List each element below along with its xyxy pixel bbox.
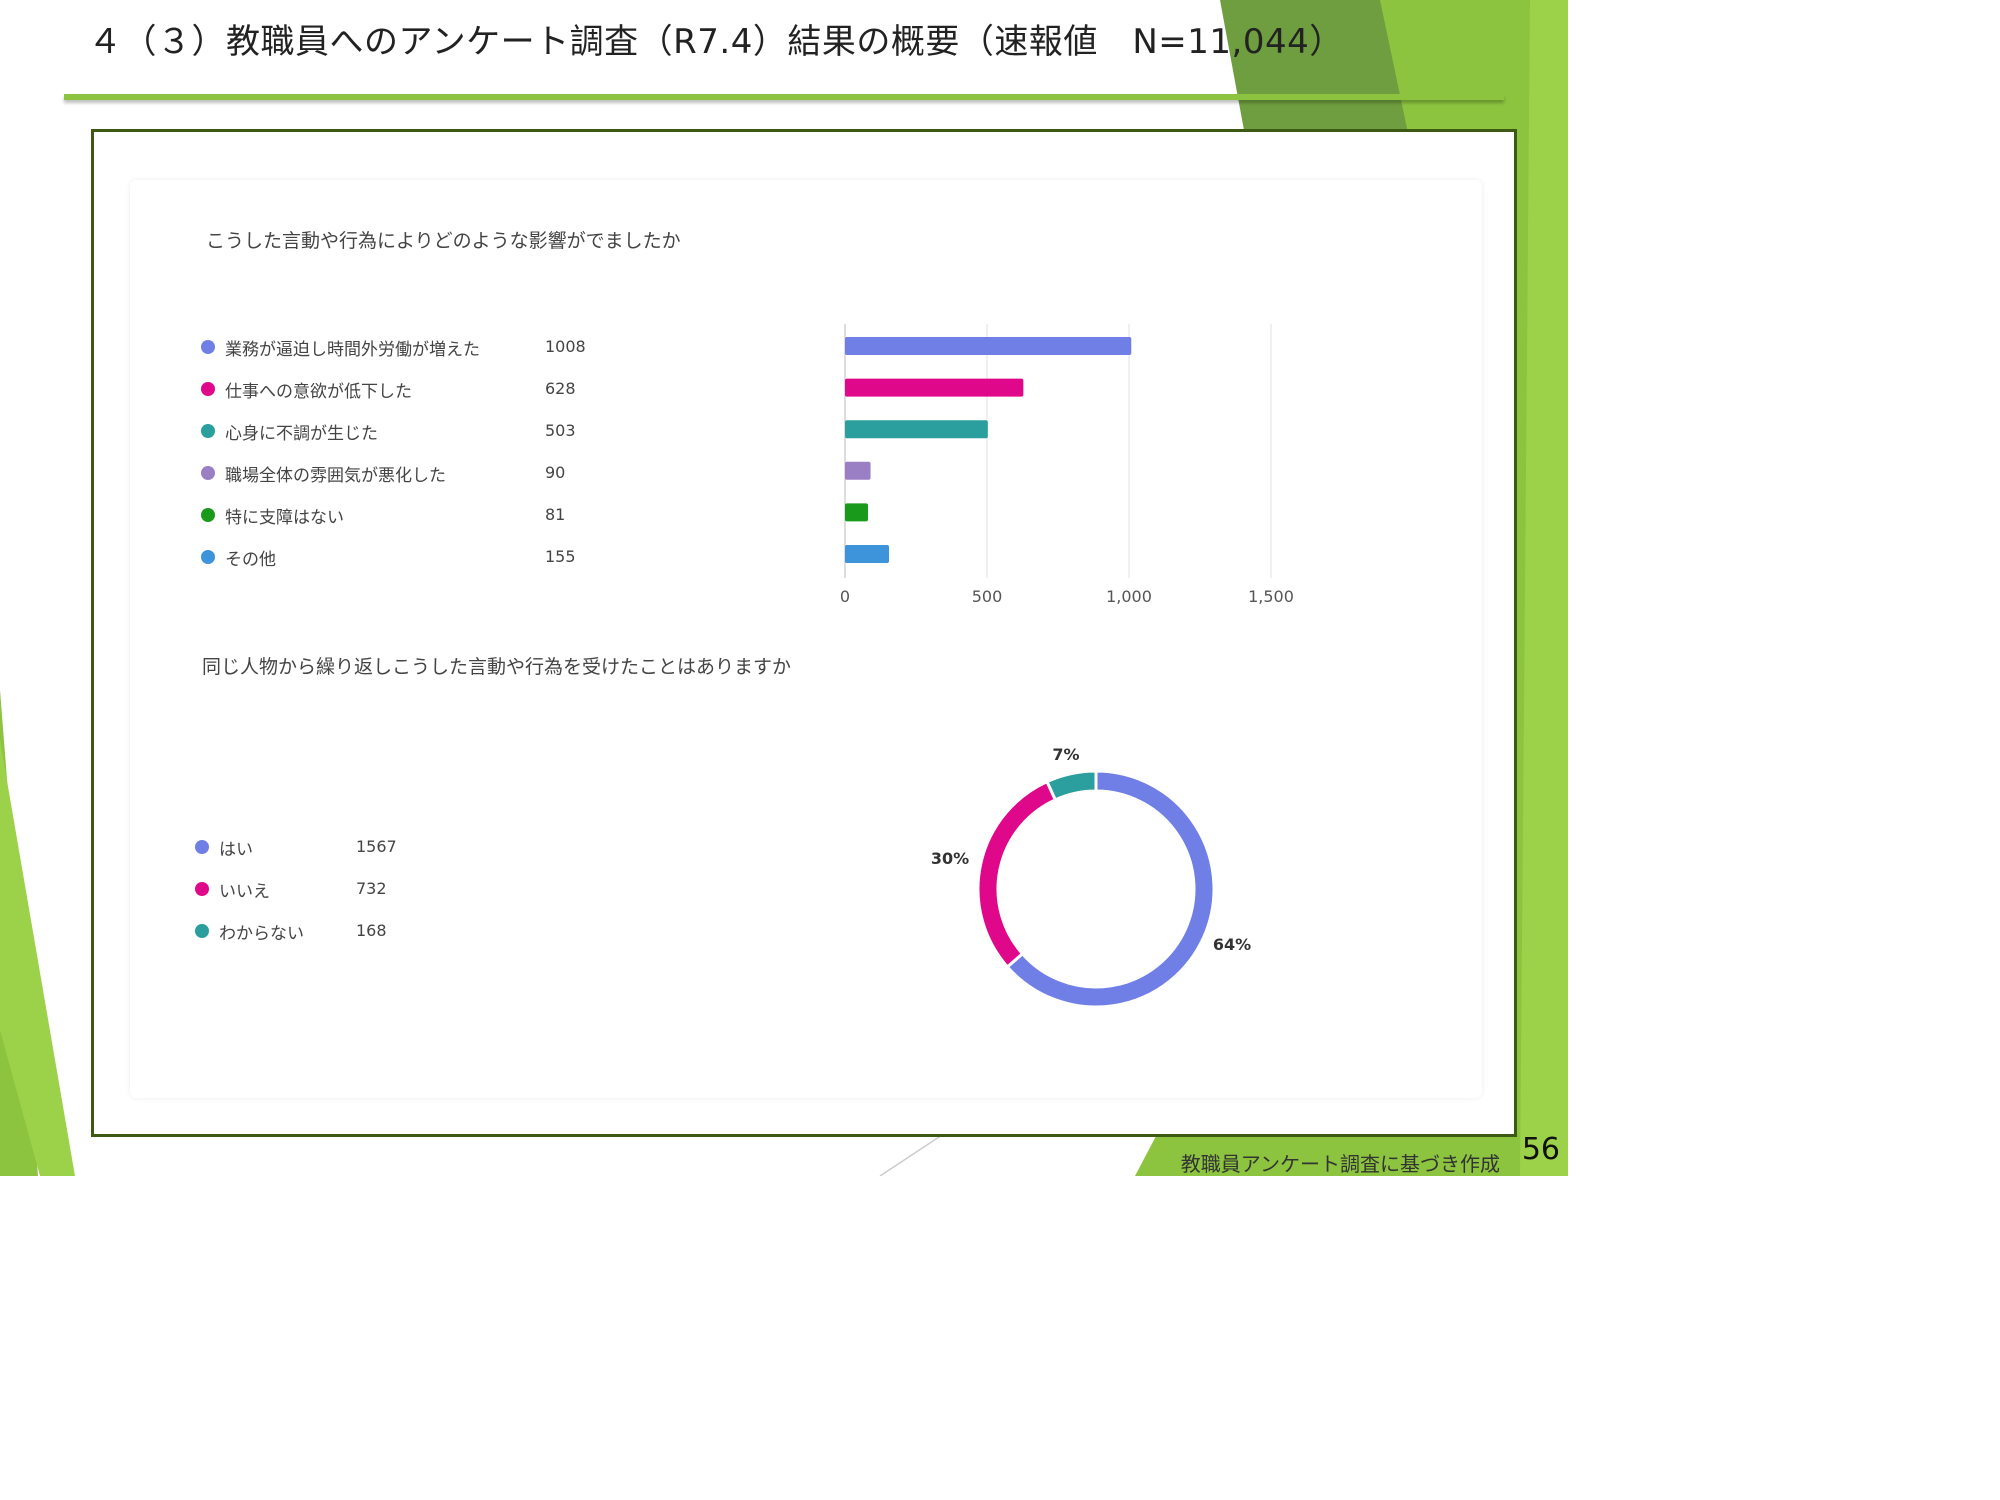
legend-marker [201, 340, 215, 354]
legend-label: 業務が逼迫し時間外労働が増えた [225, 340, 480, 360]
bar-chart-title: こうした言動や行為によりどのような影響がでましたか [206, 230, 681, 252]
survey-panel [130, 180, 1482, 1098]
legend-value: 90 [545, 463, 566, 482]
legend-marker [195, 924, 209, 938]
legend-label: はい [219, 840, 253, 860]
legend-label: 職場全体の雰囲気が悪化した [225, 466, 446, 486]
legend-label: 特に支障はない [225, 508, 344, 528]
slide-title: ４（３）教職員へのアンケート調査（R7.4）結果の概要（速報値 N=11,044… [88, 22, 1344, 62]
legend-marker [195, 840, 209, 854]
legend-marker [195, 882, 209, 896]
legend-value: 503 [545, 421, 576, 440]
page-number: 56 [1521, 1132, 1560, 1167]
legend-value: 81 [545, 505, 566, 524]
source-note: 教職員アンケート調査に基づき作成 [1180, 1152, 1500, 1176]
legend-label: 心身に不調が生じた [225, 424, 378, 444]
legend-marker [201, 508, 215, 522]
legend-label: いいえ [219, 882, 270, 902]
legend-marker [201, 466, 215, 480]
donut-chart-title: 同じ人物から繰り返しこうした言動や行為を受けたことはありますか [202, 656, 792, 678]
legend-marker [201, 550, 215, 564]
legend-label: 仕事への意欲が低下した [225, 382, 412, 402]
legend-label: わからない [219, 924, 304, 944]
legend-value: 155 [545, 547, 576, 566]
legend-value: 1008 [545, 337, 586, 356]
legend-value: 168 [356, 921, 387, 940]
legend-value: 1567 [356, 837, 397, 856]
title-underline [64, 94, 1504, 100]
legend-marker [201, 424, 215, 438]
legend-marker [201, 382, 215, 396]
legend-value: 628 [545, 379, 576, 398]
legend-value: 732 [356, 879, 387, 898]
legend-label: その他 [225, 550, 276, 570]
